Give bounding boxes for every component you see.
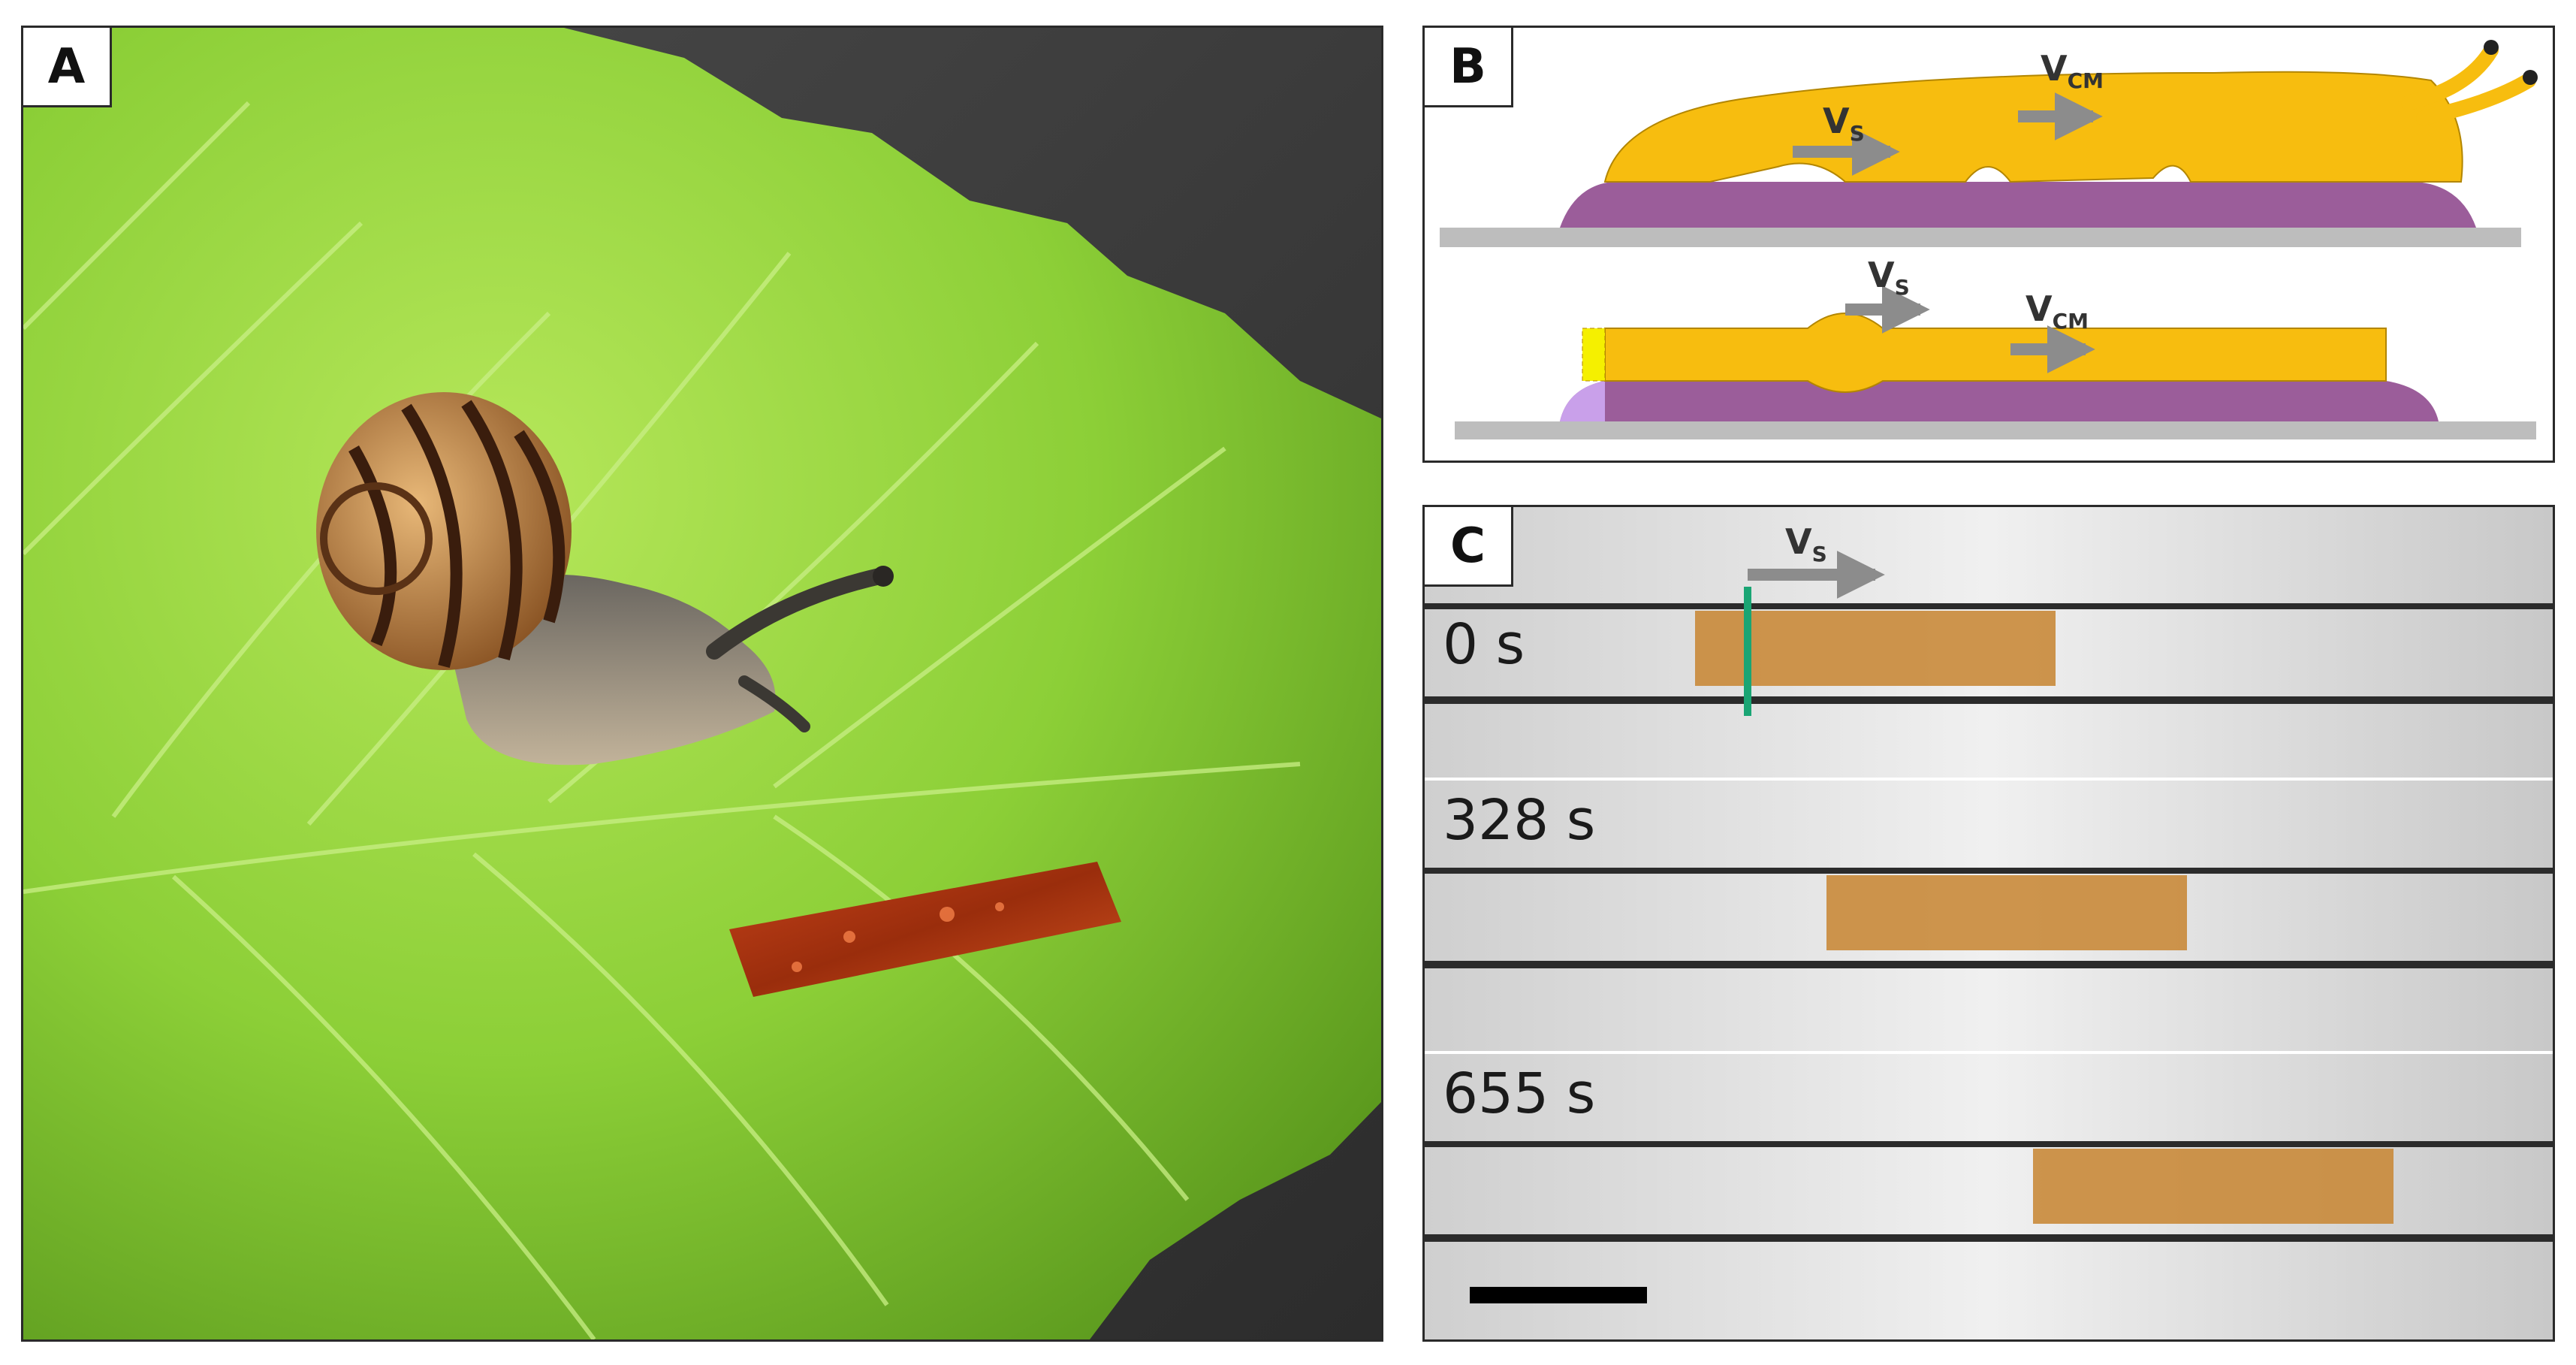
schematic-eye-1 <box>2484 40 2499 55</box>
bottom-vs-label: VS <box>1868 255 1910 300</box>
panel-a-label: A <box>23 28 112 107</box>
frame-0s: VS <box>1425 507 2553 778</box>
strip-schematic <box>1604 313 2387 393</box>
panel-b-schematic: B VS VCM VS VCM <box>1422 26 2555 463</box>
top-mucus-layer <box>1560 182 2476 228</box>
time-label-328s: 328 s <box>1443 788 1596 853</box>
panel-a-photo: A <box>21 26 1383 1342</box>
bottom-mucus-layer <box>1560 381 2439 421</box>
scale-bar <box>1470 1287 1647 1303</box>
bottom-substrate <box>1455 421 2536 439</box>
time-label-655s: 655 s <box>1443 1061 1596 1126</box>
snail-on-leaf-illustration <box>23 28 1381 1339</box>
schematic-tentacle-1 <box>2401 43 2499 110</box>
panel-b-label: B <box>1425 28 1513 107</box>
top-vcm-label: VCM <box>2041 48 2104 93</box>
strip-0s <box>1695 611 2056 686</box>
snail-tentacle <box>706 568 888 660</box>
panel-c-label: C <box>1425 507 1513 587</box>
strip-highlights <box>792 902 1004 972</box>
frame-655s <box>1425 1054 2553 1339</box>
snail-schematic-body <box>1603 71 2463 183</box>
time-label-0s: 0 s <box>1443 612 1525 677</box>
snail-tentacle-lower <box>738 675 810 732</box>
top-substrate <box>1440 228 2521 247</box>
frame-328s <box>1425 781 2553 1051</box>
bottom-mucus-edge <box>1560 381 1605 421</box>
schematic-eye-2 <box>2523 70 2538 85</box>
copper-strip <box>729 862 1121 997</box>
locomotion-schematic: VS VCM VS VCM <box>1440 40 2538 439</box>
strip-655s <box>2033 1149 2394 1224</box>
schematic-tentacle-2 <box>2416 73 2536 125</box>
snail-shell <box>316 392 572 670</box>
c-vs-label: VS <box>1785 521 1827 566</box>
timelapse-frames: VS <box>1425 507 2553 1339</box>
strip-328s <box>1826 875 2187 950</box>
panel-c-timelapse: C VS <box>1422 505 2555 1342</box>
top-vs-label: VS <box>1823 101 1865 146</box>
bottom-vcm-label: VCM <box>2026 288 2089 334</box>
snail-eye <box>873 566 894 587</box>
leaf-veins <box>23 101 1301 1339</box>
shell-stripes <box>348 400 566 669</box>
shell-spiral <box>320 482 433 595</box>
strip-leading-edge <box>1582 328 1606 382</box>
